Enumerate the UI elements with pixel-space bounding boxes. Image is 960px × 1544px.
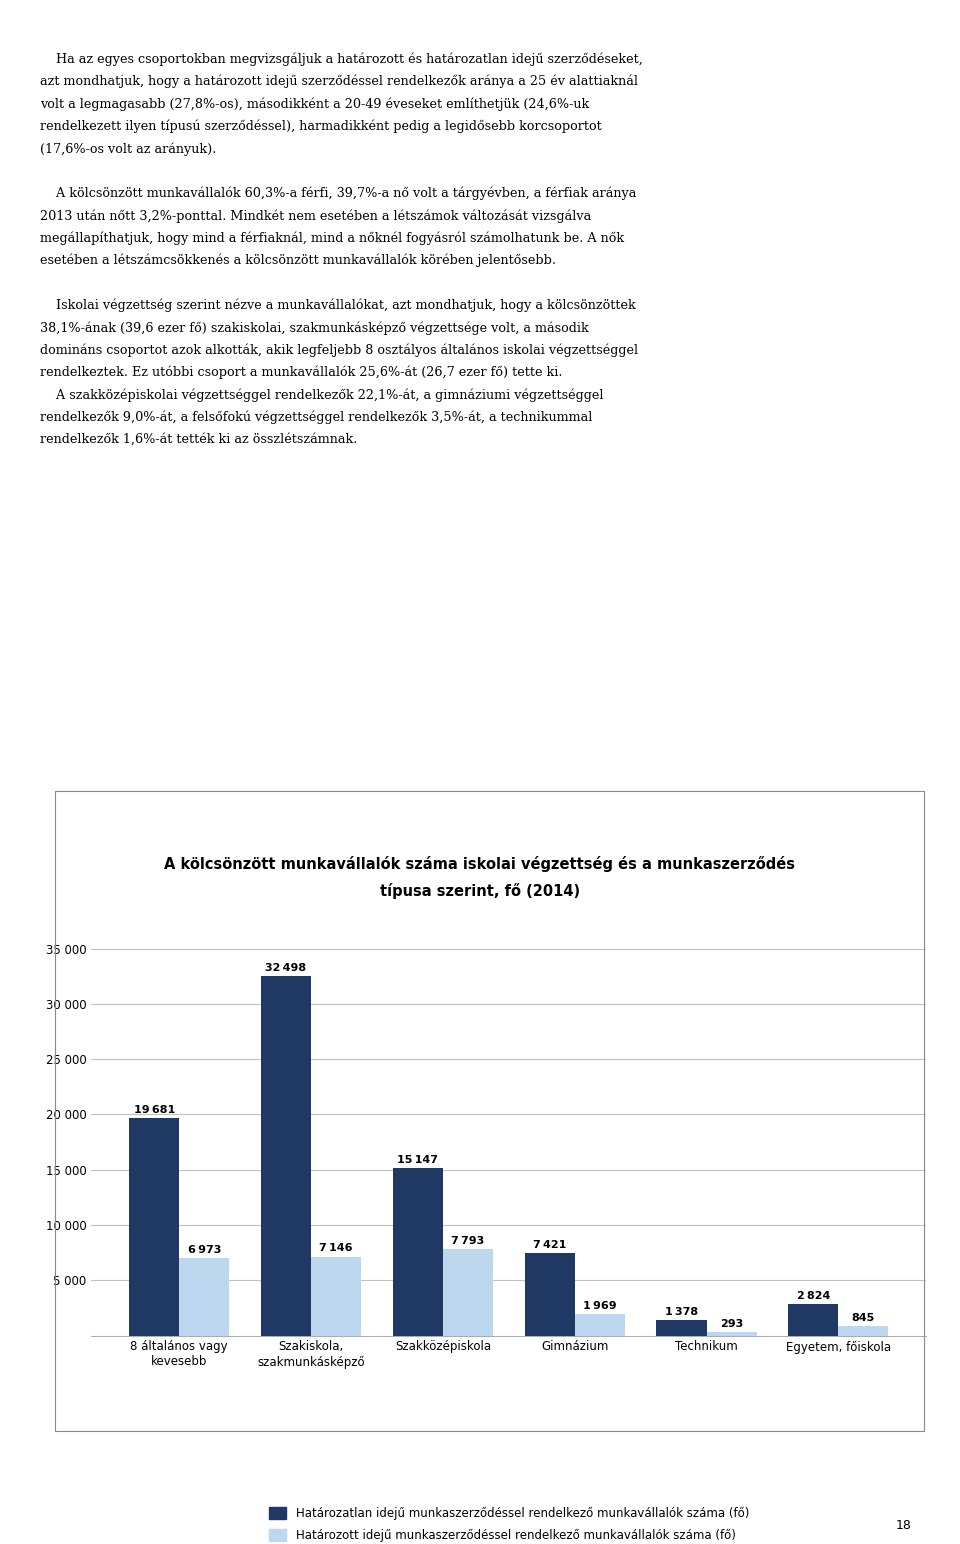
Text: 7 421: 7 421	[533, 1240, 566, 1251]
Bar	[261, 976, 311, 1336]
Text: megállapíthatjuk, hogy mind a férfiaknál, mind a nőknél fogyásról számolhatunk b: megállapíthatjuk, hogy mind a férfiaknál…	[40, 232, 624, 245]
Text: azt mondhatjuk, hogy a határozott idejű szerződéssel rendelkezők aránya a 25 év : azt mondhatjuk, hogy a határozott idejű …	[40, 74, 638, 88]
Text: rendelkezők 1,6%-át tették ki az összlétszámnak.: rendelkezők 1,6%-át tették ki az összlét…	[40, 434, 358, 446]
Text: 1 969: 1 969	[583, 1300, 616, 1311]
Text: rendelkeztek. Ez utóbbi csoport a munkavállalók 25,6%-át (26,7 ezer fő) tette ki: rendelkeztek. Ez utóbbi csoport a munkav…	[40, 366, 563, 380]
Bar	[311, 1257, 361, 1336]
Bar	[180, 1258, 229, 1336]
Text: 32 498: 32 498	[266, 963, 306, 973]
Text: 1 378: 1 378	[665, 1308, 698, 1317]
Text: A kölcsönzött munkavállalók 60,3%-a férfi, 39,7%-a nő volt a tárgyévben, a férfi: A kölcsönzött munkavállalók 60,3%-a férf…	[40, 187, 636, 201]
Text: 38,1%-ának (39,6 ezer fő) szakiskolai, szakmunkásképző végzettsége volt, a másod: 38,1%-ának (39,6 ezer fő) szakiskolai, s…	[40, 321, 589, 335]
Text: A kölcsönzött munkavállalók száma iskolai végzettség és a munkaszerződés: A kölcsönzött munkavállalók száma iskola…	[164, 857, 796, 872]
Text: Ha az egyes csoportokban megvizsgáljuk a határozott és határozatlan idejű szerző: Ha az egyes csoportokban megvizsgáljuk a…	[40, 52, 643, 66]
Bar	[575, 1314, 625, 1336]
Text: 19 681: 19 681	[133, 1106, 175, 1115]
Text: 7 146: 7 146	[320, 1243, 353, 1254]
Text: Iskolai végzettség szerint nézve a munkavállalókat, azt mondhatjuk, hogy a kölcs: Iskolai végzettség szerint nézve a munka…	[40, 298, 636, 312]
Text: 6 973: 6 973	[187, 1246, 221, 1255]
Bar	[443, 1249, 493, 1336]
Text: 845: 845	[852, 1312, 875, 1323]
Bar	[524, 1254, 575, 1336]
Text: esetében a létszámcsökkenés a kölcsönzött munkavállalók körében jelentősebb.: esetében a létszámcsökkenés a kölcsönzöt…	[40, 253, 557, 267]
Text: rendelkezők 9,0%-át, a felsőfokú végzettséggel rendelkezők 3,5%-át, a technikumm: rendelkezők 9,0%-át, a felsőfokú végzett…	[40, 411, 592, 425]
Bar	[130, 1118, 180, 1336]
Bar	[707, 1332, 756, 1336]
Text: 293: 293	[720, 1319, 743, 1329]
Text: domináns csoportot azok alkották, akik legfeljebb 8 osztályos általános iskolai : domináns csoportot azok alkották, akik l…	[40, 343, 638, 357]
Text: A szakközépiskolai végzettséggel rendelkezők 22,1%-át, a gimnáziumi végzettségge: A szakközépiskolai végzettséggel rendelk…	[40, 388, 604, 401]
Bar	[788, 1305, 838, 1336]
Text: 18: 18	[896, 1519, 912, 1532]
Text: (17,6%-os volt az arányuk).: (17,6%-os volt az arányuk).	[40, 142, 217, 156]
Text: rendelkezett ilyen típusú szerződéssel), harmadikként pedig a legidősebb korcsop: rendelkezett ilyen típusú szerződéssel),…	[40, 120, 602, 133]
Bar	[657, 1320, 707, 1336]
Text: 2013 után nőtt 3,2%-ponttal. Mindkét nem esetében a létszámok változását vizsgál: 2013 után nőtt 3,2%-ponttal. Mindkét nem…	[40, 208, 591, 222]
Text: 2 824: 2 824	[797, 1291, 830, 1302]
Bar	[838, 1326, 888, 1336]
Text: típusa szerint, fő (2014): típusa szerint, fő (2014)	[380, 883, 580, 899]
Legend: Határozatlan idejű munkaszerződéssel rendelkező munkavállalók száma (fő), Határo: Határozatlan idejű munkaszerződéssel ren…	[259, 1498, 758, 1544]
Text: 7 793: 7 793	[451, 1237, 485, 1246]
Text: volt a legmagasabb (27,8%-os), másodikként a 20-49 éveseket említhetjük (24,6%-u: volt a legmagasabb (27,8%-os), másodikké…	[40, 97, 589, 111]
Text: 15 147: 15 147	[397, 1155, 439, 1166]
Bar	[393, 1169, 443, 1336]
